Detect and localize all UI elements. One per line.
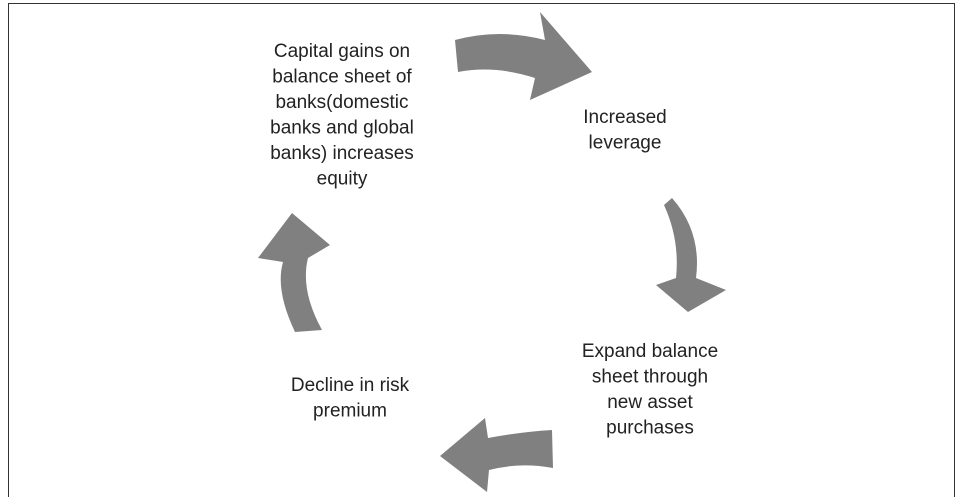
node-label: equity: [317, 169, 368, 190]
node-label: leverage: [589, 133, 662, 154]
arrow-bottom: [440, 418, 553, 492]
node-label: Expand balance: [582, 341, 718, 362]
node-label: premium: [313, 401, 387, 422]
node-label: Capital gains on: [274, 41, 410, 62]
node-label: Decline in risk: [291, 375, 410, 396]
node-label: new asset: [607, 392, 693, 413]
arrow-left: [258, 213, 330, 332]
labels: Capital gains on balance sheet of banks(do…: [270, 41, 718, 439]
arrow-right: [656, 198, 726, 312]
arrow-top: [455, 12, 592, 100]
node-label: banks and global: [270, 118, 414, 139]
node-label: balance sheet of: [272, 67, 412, 88]
node-label: banks) increases: [270, 143, 414, 164]
node-label: Increased: [583, 107, 666, 128]
node-label: purchases: [606, 418, 694, 439]
node-label: banks(domestic: [275, 92, 408, 113]
frame: [8, 3, 955, 497]
node-label: sheet through: [592, 367, 708, 388]
